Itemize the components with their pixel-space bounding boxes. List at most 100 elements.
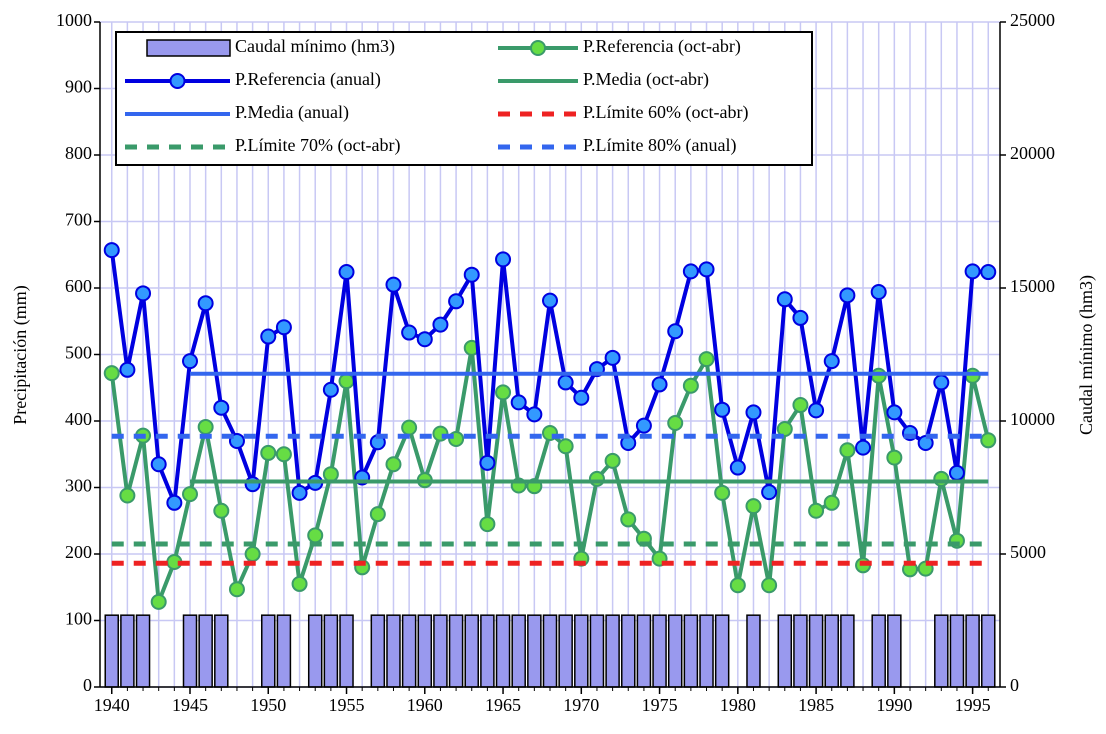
point (135, 285, 152, 302)
point (714, 484, 731, 501)
point (604, 349, 621, 366)
bar (104, 614, 119, 688)
bar (511, 614, 526, 688)
x-tick-label: 1945 (172, 695, 208, 715)
point (244, 476, 261, 493)
point (322, 466, 339, 483)
bar (667, 614, 683, 688)
point (213, 399, 230, 416)
bar (527, 614, 542, 688)
point (573, 389, 590, 406)
point (542, 292, 558, 309)
y2-tick-label: 25000 (1010, 10, 1055, 30)
bar (652, 614, 667, 688)
legend-label: Caudal mínimo (hm3) (235, 36, 395, 57)
y2-tick-label: 5000 (1010, 542, 1046, 562)
point (682, 377, 699, 394)
point (948, 464, 965, 481)
point (479, 454, 496, 471)
x-tick-label: 1985 (798, 695, 834, 715)
point (714, 401, 731, 418)
y-tick-label: 400 (65, 409, 92, 429)
point (620, 511, 637, 528)
x-tick-label: 1975 (642, 695, 678, 715)
point (792, 309, 809, 326)
y2-axis-label: Caudal mínimo (hm3) (1076, 275, 1097, 435)
y-tick-label: 700 (65, 210, 92, 230)
x-tick-label: 1990 (876, 695, 912, 715)
legend-box (115, 31, 813, 166)
x-tick-label: 1940 (94, 695, 130, 715)
point (557, 374, 574, 391)
point (103, 242, 120, 259)
point (307, 527, 324, 544)
bar (276, 614, 292, 688)
point (338, 264, 355, 281)
legend-label: P.Referencia (oct-abr) (583, 36, 741, 57)
point (416, 331, 433, 348)
point (213, 502, 230, 519)
point (761, 577, 778, 594)
point (369, 506, 386, 523)
bar (480, 614, 495, 688)
y2-tick-label: 0 (1010, 675, 1019, 695)
point (463, 266, 480, 283)
point (291, 575, 308, 592)
point (182, 353, 198, 370)
point (588, 470, 605, 487)
point (495, 384, 512, 401)
bar (714, 614, 730, 688)
point (260, 444, 277, 461)
y-tick-label: 200 (65, 542, 92, 562)
y2-tick-label: 15000 (1010, 276, 1055, 296)
point (823, 494, 840, 511)
bar (840, 614, 855, 688)
point (870, 283, 887, 300)
point (729, 459, 746, 476)
bar (417, 614, 433, 688)
y-tick-label: 100 (65, 609, 92, 629)
point (682, 263, 699, 280)
bar (746, 614, 761, 688)
legend-label: P.Límite 80% (anual) (583, 135, 736, 156)
bar (777, 614, 793, 688)
bar (448, 614, 464, 688)
x-tick-label: 1995 (955, 695, 991, 715)
point (964, 263, 981, 280)
point (886, 449, 903, 466)
legend-label: P.Referencia (anual) (235, 69, 381, 90)
bar (495, 614, 511, 688)
legend-marker (169, 73, 186, 89)
legend-swatch (146, 39, 231, 57)
x-tick-label: 1965 (485, 695, 521, 715)
point (166, 494, 183, 511)
bar (981, 614, 996, 688)
point (119, 487, 136, 504)
bar (542, 614, 558, 688)
bar (558, 614, 573, 688)
point (776, 420, 793, 437)
point (526, 406, 543, 423)
point (228, 581, 245, 598)
point (150, 593, 167, 610)
point (635, 417, 652, 434)
point (495, 251, 512, 268)
bar (135, 614, 151, 688)
bar (214, 614, 229, 688)
point (745, 498, 762, 515)
point (667, 323, 684, 340)
bar (699, 614, 714, 688)
x-tick-label: 1980 (720, 695, 756, 715)
point (776, 291, 793, 308)
point (401, 419, 418, 436)
point (698, 261, 715, 278)
bar (198, 614, 213, 688)
bar (401, 614, 417, 688)
point (401, 324, 418, 341)
point (260, 328, 277, 345)
legend-label: P.Límite 70% (oct-abr) (235, 135, 400, 156)
bar (464, 614, 479, 688)
point (933, 470, 950, 487)
point (197, 295, 214, 312)
